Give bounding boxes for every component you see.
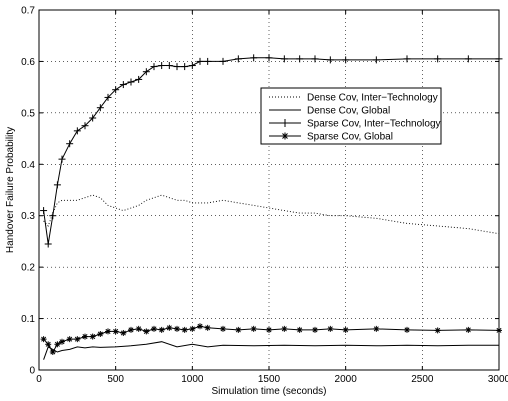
data-point-star-d2 xyxy=(41,336,47,342)
y-tick-label: 0.3 xyxy=(21,211,35,222)
data-point-star-d2 xyxy=(343,327,349,333)
data-point-star-d2 xyxy=(74,336,80,342)
data-point-star-d2 xyxy=(59,339,65,345)
data-point-star-d2 xyxy=(166,325,172,331)
data-point-star-d2 xyxy=(205,325,211,331)
data-point-star-d2 xyxy=(105,328,111,334)
y-tick-label: 0.1 xyxy=(21,314,35,325)
y-tick-label: 0 xyxy=(29,366,35,377)
data-point-star-d2 xyxy=(373,326,379,332)
legend-label: Dense Cov, Global xyxy=(307,106,390,117)
series-line xyxy=(43,341,499,360)
y-tick-label: 0.6 xyxy=(21,57,35,68)
data-point-star-d2 xyxy=(327,326,333,332)
data-point-star-d2 xyxy=(220,326,226,332)
data-point-star-d2 xyxy=(143,328,149,334)
data-point-star-d2 xyxy=(404,327,410,333)
series-2 xyxy=(43,341,499,360)
y-axis-ticks: 0 0.1 0.2 0.3 0.4 0.5 0.6 0.7 xyxy=(21,6,499,377)
x-tick-label: 2500 xyxy=(411,374,434,385)
data-point-star-d2 xyxy=(174,326,180,332)
data-point-star-d2 xyxy=(435,327,441,333)
data-point-star-d2 xyxy=(120,330,126,336)
data-point-star-d2 xyxy=(182,327,188,333)
series-4 xyxy=(40,323,502,355)
data-point-star-d2 xyxy=(282,133,288,139)
data-point-star-d2 xyxy=(281,326,287,332)
legend-label: Sparse Cov, Inter−Technology xyxy=(307,119,441,130)
data-point-star-d2 xyxy=(50,349,56,355)
data-point-star-d2 xyxy=(151,326,157,332)
data-point-star-d2 xyxy=(45,341,51,347)
data-point-star-d2 xyxy=(251,326,257,332)
series-1 xyxy=(43,194,500,235)
data-point-star-d2 xyxy=(136,326,142,332)
x-tick-label: 3000 xyxy=(488,374,508,385)
series-layer xyxy=(40,54,503,360)
y-tick-label: 0.4 xyxy=(21,160,35,171)
x-tick-label: 2000 xyxy=(335,374,358,385)
data-point-star-d2 xyxy=(465,327,471,333)
legend-label: Sparse Cov, Global xyxy=(307,132,393,143)
data-point-star-d2 xyxy=(113,328,119,334)
grid xyxy=(39,10,499,370)
x-tick-label: 500 xyxy=(107,374,124,385)
series-3 xyxy=(40,54,503,248)
y-axis-label: Handover Failure Probability xyxy=(5,127,16,253)
legend: Dense Cov, Inter−Technology Dense Cov, Gl… xyxy=(260,87,442,145)
data-point-star-d2 xyxy=(312,327,318,333)
x-axis-label: Simulation time (seconds) xyxy=(211,386,326,397)
series-line xyxy=(43,194,500,235)
x-tick-label: 0 xyxy=(36,374,42,385)
data-point-star-d2 xyxy=(54,341,60,347)
data-point-star-d2 xyxy=(82,334,88,340)
x-tick-label: 1500 xyxy=(258,374,281,385)
data-point-star-d2 xyxy=(197,323,203,329)
legend-label: Dense Cov, Inter−Technology xyxy=(307,93,438,104)
data-point-star-d2 xyxy=(297,327,303,333)
data-point-star-d2 xyxy=(235,327,241,333)
y-tick-label: 0.7 xyxy=(21,6,35,17)
data-point-star-d2 xyxy=(67,336,73,342)
data-point-star-d2 xyxy=(128,327,134,333)
data-point-star-d2 xyxy=(159,327,165,333)
data-point-star-d2 xyxy=(97,331,103,337)
x-axis-ticks: 0 500 1000 1500 2000 2500 3000 xyxy=(36,10,508,385)
series-line xyxy=(43,57,499,245)
data-point-star-d2 xyxy=(90,334,96,340)
data-point-star-d2 xyxy=(266,327,272,333)
data-point-star-d2 xyxy=(496,327,502,333)
y-tick-label: 0.5 xyxy=(21,108,35,119)
x-tick-label: 1000 xyxy=(181,374,204,385)
data-point-star-d2 xyxy=(189,326,195,332)
y-tick-label: 0.2 xyxy=(21,263,35,274)
